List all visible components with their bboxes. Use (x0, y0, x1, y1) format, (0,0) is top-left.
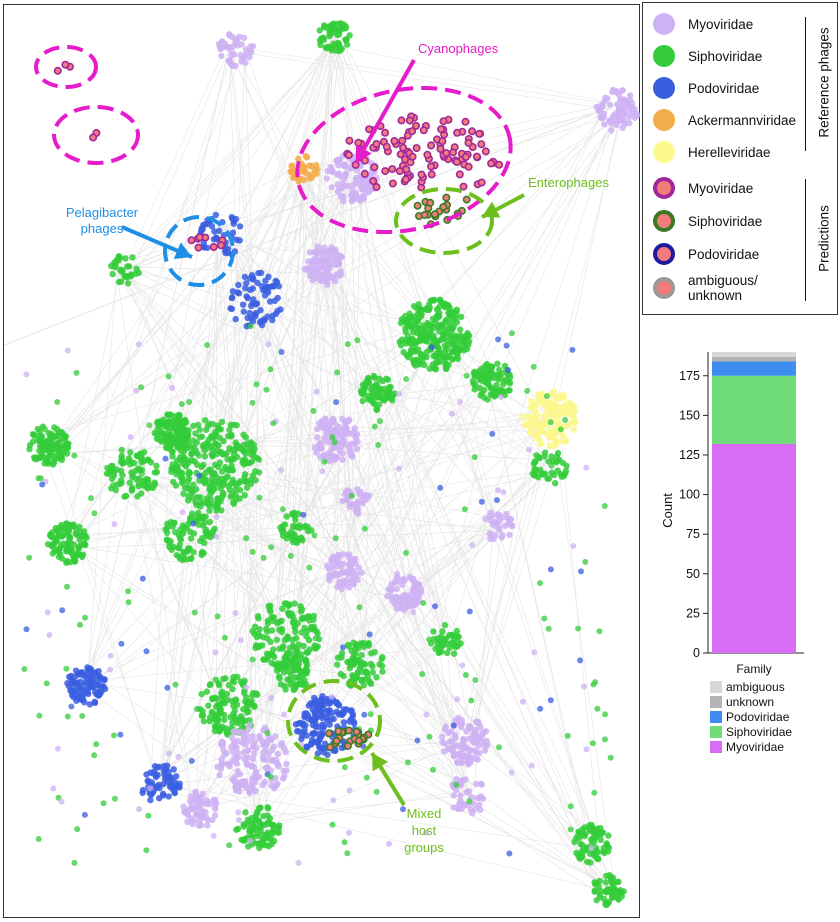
legend-pred-siphoviridae: Siphoviridae (653, 206, 762, 236)
pred-myoviridae-swatch (653, 177, 675, 199)
legend-label: ambiguous/ unknown (688, 273, 758, 303)
y-tick-label: 125 (679, 448, 700, 462)
legend-ref-ackermannviridae: Ackermannviridae (653, 105, 796, 135)
legend-ref-podoviridae: Podoviridae (653, 73, 759, 103)
network-nodes (21, 20, 640, 909)
legend-entry: ambiguous (726, 680, 785, 694)
legend-label: Myoviridae (688, 180, 754, 196)
legend-label: Podoviridae (688, 246, 760, 262)
reference-bracket (805, 17, 806, 151)
legend-entry: unknown (726, 695, 774, 709)
y-tick-label: 175 (679, 369, 700, 383)
pred-podoviridae-swatch (653, 243, 675, 265)
pred-unknown-swatch (653, 277, 675, 299)
bar-segment-podoviridae (712, 361, 796, 376)
legend-pred-myoviridae: Myoviridae (653, 173, 753, 203)
network-panel: Cyanophages Enterophages Pelagibacter ph… (3, 4, 640, 918)
legend-swatch (710, 696, 722, 708)
legend-ref-herelleviridae: Herelleviridae (653, 137, 771, 167)
annotation-arrows (121, 59, 525, 807)
y-tick-label: 150 (679, 408, 700, 422)
legend-ref-myoviridae: Myoviridae (653, 9, 753, 39)
siphoviridae-swatch (653, 45, 675, 67)
legend-entry: Myoviridae (726, 740, 784, 754)
legend-label: Herelleviridae (688, 144, 771, 160)
cyanophages-label: Cyanophages (418, 41, 499, 56)
legend-entry: Podoviridae (726, 710, 790, 724)
legend-ref-siphoviridae: Siphoviridae (653, 41, 762, 71)
predictions-bracket (805, 179, 806, 301)
bar-segment-ambiguous (712, 352, 796, 357)
y-tick-label: 0 (693, 646, 700, 660)
y-tick-label: 100 (679, 488, 700, 502)
legend-swatch (710, 726, 722, 738)
y-axis-label: Count (660, 493, 675, 528)
podoviridae-swatch (653, 77, 675, 99)
legend-panel: Myoviridae Siphoviridae Podoviridae Acke… (642, 2, 838, 315)
legend-entry: Siphoviridae (726, 725, 792, 739)
phage-network (4, 20, 640, 909)
legend-swatch (710, 681, 722, 693)
reference-group-label: Reference phages (816, 27, 832, 138)
legend-label: Myoviridae (688, 16, 754, 32)
legend-label: Podoviridae (688, 80, 760, 96)
legend-label: Siphoviridae (688, 213, 763, 229)
y-tick-label: 75 (686, 527, 700, 541)
enterophages-label: Enterophages (528, 175, 609, 190)
y-tick-label: 25 (686, 606, 700, 620)
bar-segment-myoviridae (712, 443, 796, 653)
prediction-nodes (53, 60, 504, 752)
bar-segment-siphoviridae (712, 375, 796, 444)
bar-segment-unknown (712, 356, 796, 362)
predictions-group-label: Predictions (816, 205, 832, 272)
ackermannviridae-swatch (653, 109, 675, 131)
mixed-host-label: Mixed host groups (404, 806, 444, 855)
legend-pred-unknown: ambiguous/ unknown (653, 269, 758, 307)
pred-siphoviridae-swatch (653, 210, 675, 232)
stacked-bar-chart: 0 25 50 75 100 125 150 175 Count Family ambiguous u… (642, 340, 838, 780)
pelagibacter-label: Pelagibacter phages (65, 205, 139, 236)
legend-label: Siphoviridae (688, 48, 763, 64)
legend-swatch (710, 741, 722, 753)
legend-title: Family (736, 662, 771, 676)
herelleviridae-swatch (653, 141, 675, 163)
stacked-bar-svg: 0 25 50 75 100 125 150 175 Count Family ambiguousu… (660, 352, 804, 754)
legend-swatch (710, 711, 722, 723)
legend-label: Ackermannviridae (688, 112, 797, 128)
annotation-shapes (34, 45, 513, 763)
myoviridae-swatch (653, 13, 675, 35)
legend-pred-podoviridae: Podoviridae (653, 239, 759, 269)
y-tick-label: 50 (686, 567, 700, 581)
